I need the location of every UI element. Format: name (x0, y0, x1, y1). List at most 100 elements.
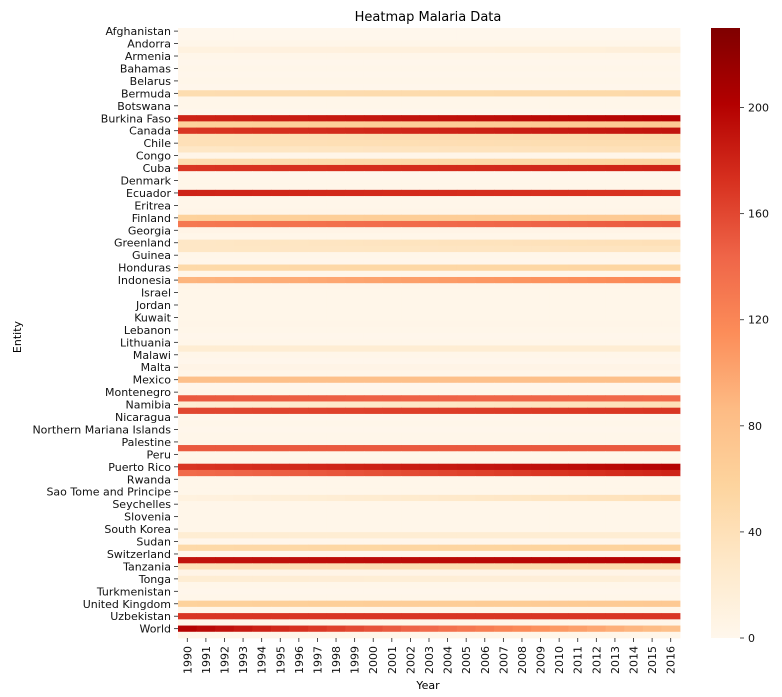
heatmap-cell (494, 382, 514, 390)
heatmap-cell (624, 544, 644, 552)
heatmap-cell (549, 588, 569, 595)
heatmap-cell (215, 189, 235, 197)
heatmap-cell (456, 227, 476, 234)
heatmap-cell (363, 606, 383, 614)
heatmap-cell (326, 326, 346, 334)
heatmap-cell (215, 295, 235, 303)
heatmap-cell (252, 202, 272, 209)
y-tick-label: Bermuda (121, 87, 171, 100)
heatmap-cell (438, 339, 458, 346)
heatmap-cell (512, 84, 532, 91)
y-tick-label: Indonesia (118, 274, 171, 287)
heatmap-cell (456, 40, 476, 48)
heatmap-cell (345, 395, 365, 402)
heatmap-cell (270, 245, 290, 253)
heatmap-cell (587, 227, 607, 234)
heatmap-cell (661, 127, 681, 135)
heatmap-cell (419, 550, 439, 558)
heatmap-cell (382, 376, 402, 384)
heatmap-cell (661, 507, 681, 514)
heatmap-cell (512, 202, 532, 209)
heatmap-cell (345, 52, 365, 60)
heatmap-cell (512, 320, 532, 328)
heatmap-cell (215, 557, 235, 564)
heatmap-cell (252, 482, 272, 490)
heatmap-cell (363, 233, 383, 241)
heatmap-cell (549, 370, 569, 377)
x-tick-label: 1993 (237, 646, 250, 674)
heatmap-cell (401, 613, 421, 620)
heatmap-cell (178, 563, 197, 570)
heatmap-cell (382, 28, 402, 35)
heatmap-cell (642, 40, 662, 48)
heatmap-cell (456, 115, 476, 122)
heatmap-cell (270, 395, 290, 402)
heatmap-cell (270, 420, 290, 427)
heatmap-cell (326, 445, 346, 452)
heatmap-cell (456, 351, 476, 359)
heatmap-cell (252, 127, 272, 135)
heatmap-cell (215, 239, 235, 247)
heatmap-cell (363, 407, 383, 415)
heatmap-cell (289, 140, 309, 147)
heatmap-cell (252, 227, 272, 234)
heatmap-cell (475, 158, 495, 166)
heatmap-cell (345, 364, 365, 371)
heatmap-cell (549, 115, 569, 122)
heatmap-cell (382, 463, 402, 471)
heatmap-cell (233, 513, 253, 521)
heatmap-cell (456, 463, 476, 471)
heatmap-cell (401, 550, 421, 558)
heatmap-cell (289, 34, 309, 41)
heatmap-cell (401, 588, 421, 595)
heatmap-cell (642, 301, 662, 309)
heatmap-cell (531, 625, 551, 633)
heatmap-cell (661, 382, 681, 390)
heatmap-cell (196, 46, 216, 54)
heatmap-cell (605, 451, 625, 458)
heatmap-cell (178, 121, 197, 128)
heatmap-cell (252, 426, 272, 433)
heatmap-cell (178, 445, 197, 452)
heatmap-cell (494, 46, 514, 54)
heatmap-cell (605, 532, 625, 539)
heatmap-cell (568, 121, 588, 128)
heatmap-cell (326, 146, 346, 153)
heatmap-cell (624, 507, 644, 514)
heatmap-cell (531, 339, 551, 346)
heatmap-cell (233, 220, 253, 228)
heatmap-cell (587, 326, 607, 334)
heatmap-cell (215, 432, 235, 440)
heatmap-cell (494, 189, 514, 197)
heatmap-cell (233, 115, 253, 122)
heatmap-cell (456, 339, 476, 346)
heatmap-cell (531, 289, 551, 297)
heatmap-cell (438, 102, 458, 110)
heatmap-cell (624, 581, 644, 589)
heatmap-cell (531, 532, 551, 539)
heatmap-cell (531, 233, 551, 241)
heatmap-cell (345, 108, 365, 116)
heatmap-cell (512, 544, 532, 552)
heatmap-cell (308, 532, 328, 539)
heatmap-cell (438, 594, 458, 602)
heatmap-cell (661, 227, 681, 234)
heatmap-cell (326, 563, 346, 570)
heatmap-cell (252, 59, 272, 66)
heatmap-cell (512, 127, 532, 135)
heatmap-cell (512, 214, 532, 222)
heatmap-cell (587, 183, 607, 191)
heatmap-cell (363, 214, 383, 222)
heatmap-cell (512, 569, 532, 577)
heatmap-cell (363, 301, 383, 309)
heatmap-cell (270, 476, 290, 483)
heatmap-cell (624, 525, 644, 533)
heatmap-cell (196, 457, 216, 465)
heatmap-cell (308, 407, 328, 415)
heatmap-cell (308, 84, 328, 91)
heatmap-cell (605, 438, 625, 446)
heatmap-cell (438, 389, 458, 396)
heatmap-cell (512, 133, 532, 141)
heatmap-cell (419, 631, 439, 639)
heatmap-cell (419, 196, 439, 203)
